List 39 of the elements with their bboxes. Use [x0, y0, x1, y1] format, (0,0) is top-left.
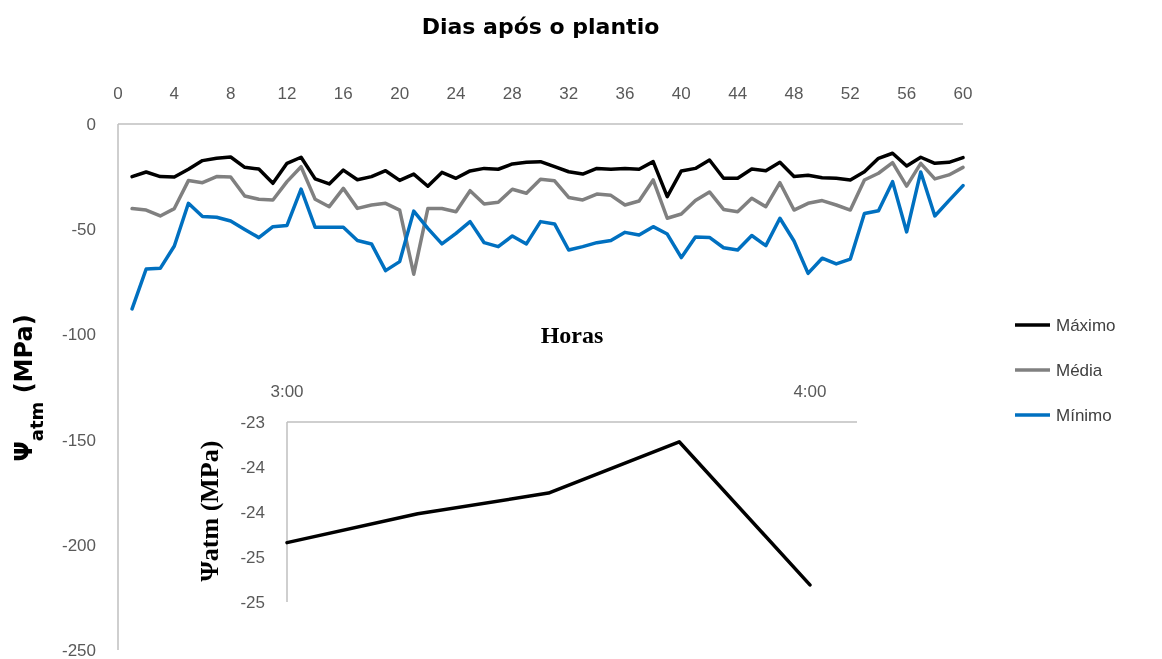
- x-tick-label: 8: [225, 84, 236, 103]
- y-tick-label: -50: [71, 220, 96, 240]
- x-tick-label: 3:00: [270, 382, 304, 401]
- y-tick-label: -23: [240, 412, 265, 432]
- x-tick-label: 20: [390, 84, 410, 103]
- y-tick-label: -25: [240, 592, 265, 612]
- y-tick-label: -24: [240, 457, 265, 477]
- y-tick-label: -200: [61, 535, 96, 555]
- x-tick-label: 32: [559, 84, 579, 103]
- x-tick-label: 60: [953, 84, 973, 103]
- line-series: [130, 170, 965, 311]
- legend-label: Mínimo: [1056, 405, 1112, 425]
- x-tick-label: 36: [615, 84, 635, 103]
- y-tick-label: 0: [86, 114, 96, 134]
- x-tick-label: 16: [333, 84, 353, 103]
- y-tick-label: -25: [240, 547, 265, 567]
- x-tick-label: 28: [502, 84, 522, 103]
- x-tick-label: 52: [840, 84, 860, 103]
- y-tick-label: -100: [61, 325, 96, 345]
- x-tick-label: 4:00: [793, 382, 827, 401]
- chart-title: Horas: [540, 322, 604, 348]
- x-tick-label: 44: [728, 84, 748, 103]
- x-tick-label: 40: [671, 84, 691, 103]
- line-series: [130, 151, 965, 199]
- y-axis-title: Ψatm (MPa): [195, 440, 224, 582]
- y-tick-label: -24: [240, 502, 265, 522]
- chart-title: Dias após o plantio: [421, 14, 660, 39]
- line-series: [130, 160, 965, 276]
- x-tick-label: 24: [446, 84, 466, 103]
- legend-label: Média: [1056, 360, 1103, 380]
- y-tick-label: -150: [61, 430, 96, 450]
- x-tick-label: 4: [169, 84, 180, 103]
- x-tick-label: 56: [897, 84, 917, 103]
- x-tick-label: 12: [277, 84, 297, 103]
- line-series: [285, 440, 812, 587]
- y-tick-label: -250: [61, 640, 96, 659]
- x-tick-label: 48: [784, 84, 804, 103]
- x-tick-label: 0: [113, 84, 123, 103]
- legend-label: Máximo: [1056, 315, 1116, 335]
